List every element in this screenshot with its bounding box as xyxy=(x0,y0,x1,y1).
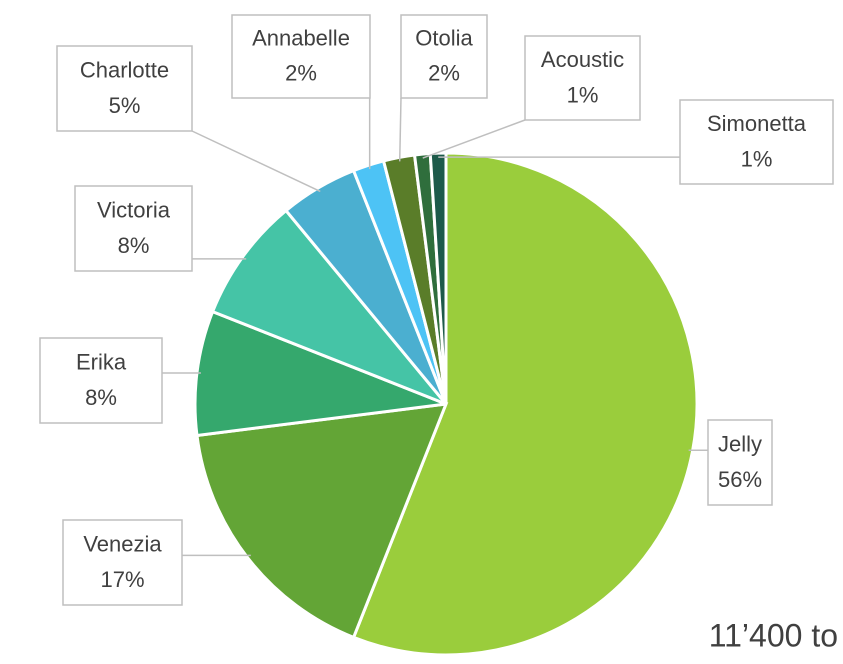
label-box xyxy=(74,185,193,272)
slice-percent: 2% xyxy=(285,61,317,86)
slice-percent: 17% xyxy=(100,567,144,592)
pie-slice xyxy=(210,208,448,406)
slice-name: Venezia xyxy=(83,531,162,556)
label-box xyxy=(400,14,488,99)
label-box xyxy=(56,45,193,132)
label-box xyxy=(707,419,773,506)
leader-line xyxy=(191,130,321,193)
label-box xyxy=(524,35,641,121)
slice-percent: 8% xyxy=(118,233,150,258)
slice-name: Victoria xyxy=(97,197,171,222)
leader-line xyxy=(398,97,402,162)
slice-name: Jelly xyxy=(718,431,762,456)
slice-name: Erika xyxy=(76,349,127,374)
slice-name: Acoustic xyxy=(541,47,624,72)
slice-percent: 2% xyxy=(428,61,460,86)
slice-percent: 56% xyxy=(718,467,762,492)
slice-percent: 1% xyxy=(741,146,773,171)
slice-name: Annabelle xyxy=(252,26,350,51)
slice-percent: 1% xyxy=(567,82,599,107)
slice-name: Simonetta xyxy=(707,111,807,136)
pie-slice xyxy=(195,402,449,640)
label-box xyxy=(231,14,371,99)
label-box xyxy=(39,337,163,424)
annotation: 11’400 to xyxy=(709,617,838,653)
label-box xyxy=(62,519,183,606)
slice-percent: 8% xyxy=(85,385,117,410)
slice-name: Otolia xyxy=(415,26,473,51)
slice-percent: 5% xyxy=(109,93,141,118)
label-box xyxy=(679,99,834,185)
slice-name: Charlotte xyxy=(80,57,169,82)
leader-line xyxy=(422,119,526,159)
